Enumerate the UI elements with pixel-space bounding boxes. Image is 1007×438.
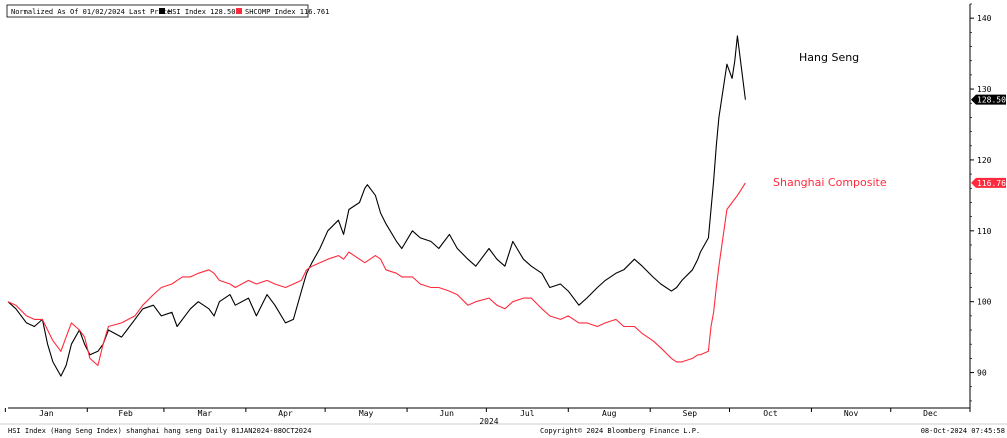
annotation-hang-seng: Hang Seng [799, 51, 859, 64]
last-value-tag-shcomp: 116.761 [971, 177, 1007, 188]
x-tick-label: Sep [683, 409, 698, 418]
legend-frame [6, 4, 309, 18]
x-tick-label: Nov [844, 409, 859, 418]
x-tick-label: Feb [118, 409, 133, 418]
legend-prefix: Normalized As Of 01/02/2024 Last Price [11, 8, 171, 16]
x-axis-ticks: Jan Feb Mar Apr May Jun Jul Aug Sep Oct Nov Dec [4, 408, 971, 418]
y-tick-label: 110 [977, 227, 992, 236]
y-tick-label: 140 [977, 14, 992, 23]
x-tick-label: Jun [439, 409, 454, 418]
legend-label-hsi: HSI Index 128.50 [168, 8, 235, 16]
x-tick-label: Mar [198, 409, 213, 418]
last-value-text: 116.761 [977, 179, 1007, 188]
last-value-tag-bg [971, 177, 1006, 188]
y-tick-label: 120 [977, 156, 992, 165]
x-tick-label: Dec [923, 409, 938, 418]
x-tick-label: Jul [520, 409, 535, 418]
series-line-shcomp [7, 182, 746, 367]
legend-swatch-shcomp [236, 8, 242, 14]
footer-description: HSI Index (Hang Seng Index) shanghai han… [8, 427, 311, 435]
last-value-tag-bg [971, 94, 1006, 105]
legend-swatch-hsi [159, 8, 165, 14]
x-axis-year-label: 2024 [479, 417, 498, 426]
legend-label-shcomp: SHCOMP Index 116.761 [245, 8, 329, 16]
last-value-labels: 128.50 116.761 [971, 94, 1007, 188]
y-axis-ticks: 90 100 110 120 130 140 [970, 3, 992, 402]
last-value-text: 128.50 [977, 96, 1006, 105]
y-tick-label: 100 [977, 298, 992, 307]
series-layer [7, 35, 746, 377]
y-tick-label: 90 [977, 369, 987, 378]
series-line-hsi [7, 35, 746, 377]
footer-timestamp: 08-Oct-2024 07:45:58 [921, 427, 1005, 435]
x-tick-label: Apr [278, 409, 293, 418]
last-value-tag-hsi: 128.50 [971, 94, 1006, 105]
legend: Normalized As Of 01/02/2024 Last Price H… [6, 4, 329, 18]
y-tick-label: 130 [977, 85, 992, 94]
x-tick-label: Aug [602, 409, 617, 418]
footer-copyright: Copyright© 2024 Bloomberg Finance L.P. [540, 427, 700, 435]
annotation-shanghai-composite: Shanghai Composite [773, 176, 887, 189]
x-tick-label: May [359, 409, 374, 418]
x-tick-label: Jan [39, 409, 54, 418]
x-tick-label: Oct [763, 409, 778, 418]
